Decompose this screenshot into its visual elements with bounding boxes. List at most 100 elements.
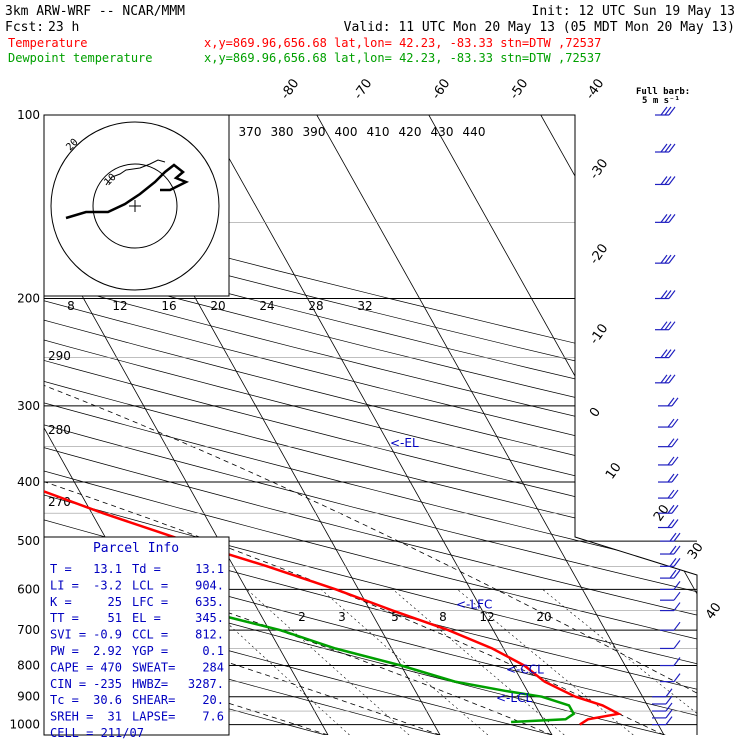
dry-adiabat [44, 115, 697, 735]
annotation-lcl: <-LCL [496, 691, 532, 705]
isotherm-label: -10 [587, 321, 611, 347]
wind-barb [655, 176, 676, 186]
dewpoint-legend: Dewpoint temperature [8, 51, 153, 65]
isotherm-label: -70 [351, 76, 375, 102]
pressure-label-1000: 1000 [9, 718, 40, 732]
wind-barb-flag [664, 290, 672, 299]
wind-barb [655, 143, 676, 153]
parcel-info: Parcel Info T = 13.1 Td = 13.1 LI = -3.2 LCL =… [43, 536, 230, 740]
isotherm-label: -20 [587, 241, 611, 267]
parcel-row-label: LAPSE= [132, 710, 175, 724]
mixing-ratio-label: 3 [338, 610, 346, 624]
wind-barb-flag [673, 545, 681, 555]
parcel-row-value: 470 [100, 660, 122, 674]
wind-barb [658, 519, 679, 529]
theta-label: 430 [431, 125, 454, 139]
parcel-row-value: 51 [108, 611, 122, 625]
wind-barb-flag [669, 532, 677, 542]
dry-adiabat [44, 115, 697, 735]
wind-barb [658, 418, 679, 428]
barb-legend-units: 5 m s⁻¹ [642, 96, 680, 106]
wind-barb-flag [669, 569, 677, 579]
parcel-row-label: Tc = [50, 693, 79, 707]
hodograph-trace-thin [105, 159, 166, 186]
dewpoint-location: x,y=869.96,656.68 lat,lon= 42.23, -83.33… [204, 51, 601, 65]
isotherm-label: -80 [278, 76, 302, 102]
wind-barb-flag [667, 519, 675, 528]
wind-barb-flag [660, 374, 668, 384]
pressure-label-800: 800 [17, 659, 40, 673]
wind-barb-flag [673, 581, 681, 590]
wind-barb [660, 657, 681, 667]
theta-label: 400 [335, 125, 358, 139]
wind-barb [658, 473, 679, 483]
parcel-row-label: CAPE = [50, 660, 93, 674]
wind-barb-flag [669, 545, 677, 555]
parcel-info-box [43, 536, 230, 736]
annotation-lfc: <-LFC [456, 597, 492, 611]
dry-adiabat [44, 115, 439, 735]
wind-barb [652, 709, 673, 719]
theta-left-label: 280 [48, 423, 71, 437]
parcel-row-value: -3.2 [93, 578, 122, 592]
parcel-row-value: -235 [93, 677, 122, 691]
wind-barb-flag [664, 106, 672, 116]
wind-barb-flag [667, 473, 675, 483]
mixing-ratio-line [542, 589, 697, 735]
temperature-location: x,y=869.96,656.68 lat,lon= 42.23, -83.33… [204, 36, 601, 50]
wind-barb-flag [667, 397, 675, 407]
parcel-cell: CELL = 211/07 [50, 726, 144, 740]
header: 3km ARW-WRF -- NCAR/MMM Init: 12 UTC Sun… [5, 4, 735, 65]
wind-barb-flag [668, 374, 676, 384]
pressure-label-300: 300 [17, 399, 40, 413]
hodograph-speed-label: 32 [357, 299, 372, 313]
dry-adiabat [44, 115, 553, 735]
parcel-row-label: TT = [50, 611, 79, 625]
wind-barb-flag [667, 504, 675, 514]
wind-barb-flag [671, 489, 679, 499]
wind-barb [660, 640, 681, 650]
isotherm-label: -60 [429, 76, 453, 102]
parcel-row-value: 30.6 [93, 693, 122, 707]
parcel-row-value: 284 [202, 660, 224, 674]
hodograph-trace [65, 163, 190, 220]
parcel-row-label: LCL = [132, 578, 168, 592]
hodograph-speed-label: 24 [259, 299, 274, 313]
wind-barbs [652, 106, 681, 726]
parcel-row-label: LI = [50, 578, 79, 592]
barb-legend: Full barb: 5 m s⁻¹ [636, 87, 690, 106]
wind-barb-flag [660, 349, 668, 358]
parcel-row-value: 3287. [188, 677, 224, 691]
parcel-info-title: Parcel Info [93, 541, 179, 556]
isotherm-line [652, 115, 697, 735]
wind-barb-flag [664, 176, 672, 185]
wind-barb [658, 504, 679, 514]
isotherm-label: -30 [587, 156, 611, 182]
parcel-row-label: K = [50, 595, 72, 609]
parcel-row-label: SREH = [50, 710, 93, 724]
pressure-label-500: 500 [17, 534, 40, 548]
parcel-row-label: T = [50, 562, 72, 576]
pressure-label-700: 700 [17, 623, 40, 637]
isotherm-label: 30 [685, 540, 707, 562]
wind-barb-flag [660, 290, 668, 299]
pressure-label-900: 900 [17, 690, 40, 704]
wind-barb-flag [671, 456, 679, 466]
valid-time: Valid: 11 UTC Mon 20 May 13 (05 MDT Mon … [344, 20, 735, 35]
hodograph-inner-ring [92, 163, 178, 249]
wind-barb-flag [673, 532, 681, 542]
wind-barb-flag [673, 569, 681, 579]
barb-legend-title: Full barb: [636, 87, 690, 97]
hodograph-speed-label: 28 [308, 299, 323, 313]
dry-adiabat [44, 115, 697, 735]
theta-label: 410 [367, 125, 390, 139]
mixing-ratio-line [392, 589, 565, 735]
wind-barb [655, 213, 676, 223]
temperature-profile [44, 115, 623, 726]
dry-adiabat [44, 115, 697, 735]
isotherm-line [316, 115, 665, 735]
parcel-row-label: CCL = [132, 628, 168, 642]
wind-barb-flag [668, 321, 676, 331]
wind-barb-flag [673, 557, 681, 567]
